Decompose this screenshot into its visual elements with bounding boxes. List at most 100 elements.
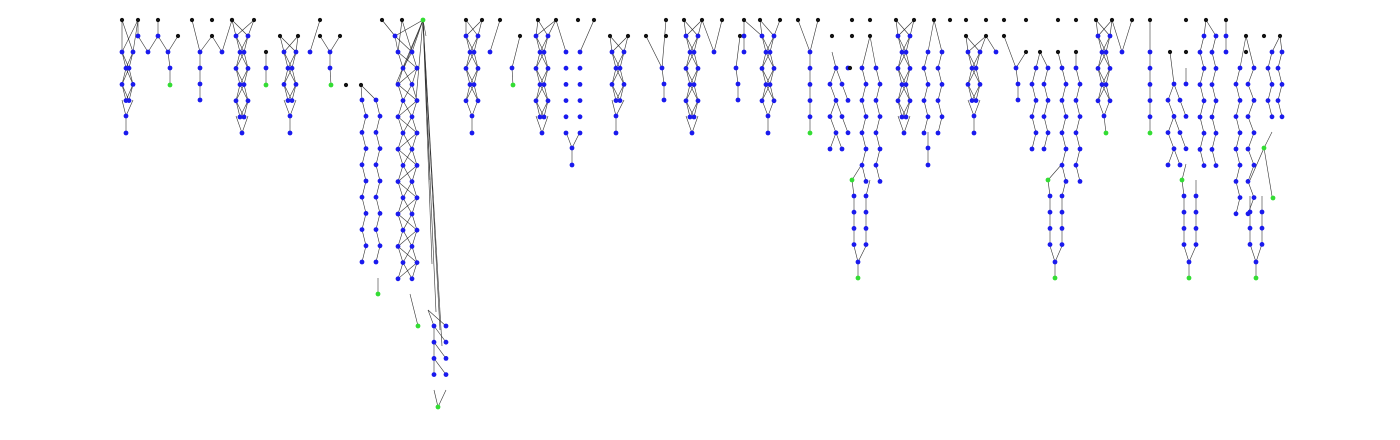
- c7-node-5: [545, 66, 551, 71]
- c12-z: [925, 145, 931, 151]
- c11-l9: [845, 130, 851, 136]
- c4-root-0: [277, 33, 283, 39]
- c10-node-3: [767, 49, 773, 55]
- c2-e: [199, 35, 213, 53]
- c17-e: [1277, 84, 1283, 101]
- c14-leaf1: [1045, 177, 1051, 183]
- c11-e: [861, 100, 867, 117]
- c5-m26: [395, 82, 401, 87]
- c6-leaf: [510, 82, 516, 88]
- c1-edge: [128, 84, 134, 101]
- c16-e: [1211, 52, 1217, 69]
- c7-edge: [535, 84, 545, 101]
- c14-d32: [1047, 226, 1053, 231]
- c6-node-1: [475, 33, 481, 39]
- c8-edge: [623, 35, 629, 53]
- c5-e: [361, 229, 367, 246]
- c11-e: [841, 116, 849, 133]
- c12-edge: [897, 68, 903, 85]
- c14-l7: [1041, 114, 1047, 119]
- c16-d34: [1181, 226, 1187, 231]
- c5-n59: [443, 372, 449, 377]
- c16-e: [1211, 133, 1217, 150]
- c16-e: [1179, 100, 1187, 117]
- c11-e: [875, 116, 881, 133]
- c16-r12: [1201, 33, 1207, 39]
- c10-edge: [759, 19, 763, 37]
- c8-node-5: [621, 82, 627, 87]
- c4-edge: [283, 35, 299, 53]
- c15-root-0: [1093, 17, 1099, 23]
- c15-edge: [1097, 19, 1113, 37]
- c15-m3: [1147, 98, 1153, 103]
- c1-e: [137, 35, 149, 53]
- c5-hub-edge-4: [415, 19, 424, 101]
- c13-edge: [967, 68, 977, 85]
- c13-root-1: [983, 17, 989, 23]
- c11-r15: [877, 81, 883, 87]
- c8-edge: [615, 51, 625, 69]
- c17-root-0: [1243, 33, 1249, 39]
- c16-d35: [1193, 226, 1199, 231]
- c4-root-1: [295, 33, 301, 39]
- c9-c: [733, 65, 739, 71]
- c7-edge: [543, 35, 549, 53]
- c6-edge: [473, 84, 479, 101]
- c17-e: [1235, 148, 1241, 166]
- c17-l9: [1251, 130, 1257, 136]
- c14-e: [1075, 116, 1081, 133]
- c3-node-3: [241, 49, 247, 55]
- c6-edge: [465, 84, 475, 101]
- c13-node-4: [965, 82, 971, 87]
- c7-edge: [535, 19, 557, 37]
- c5-e: [397, 148, 418, 166]
- c5-e: [411, 132, 418, 150]
- c5-m46: [395, 244, 401, 249]
- c16-e: [1211, 100, 1217, 118]
- c16-root-0: [1183, 17, 1189, 23]
- c16-d37: [1193, 242, 1199, 248]
- c4-e: [283, 99, 291, 117]
- c5-e: [433, 325, 447, 343]
- c7-edge: [537, 19, 549, 37]
- c10-edge: [765, 52, 775, 69]
- c13-edge: [967, 84, 977, 101]
- c6-edge: [465, 68, 475, 85]
- c5-m51: [409, 276, 415, 282]
- c5-l17: [373, 227, 379, 233]
- c15-root-1: [1109, 17, 1115, 23]
- c3-edge: [239, 35, 249, 53]
- c13-edge: [975, 84, 981, 101]
- c4-edge: [283, 51, 293, 69]
- c4-edge: [287, 84, 297, 101]
- c11-e: [853, 245, 859, 263]
- c5-m41: [414, 195, 420, 201]
- c15-m0: [1147, 49, 1153, 55]
- c5-e: [397, 100, 404, 117]
- c3-edge: [231, 19, 249, 37]
- c3-edge: [235, 52, 241, 69]
- c12-edge: [905, 35, 911, 53]
- c12-z2: [925, 162, 931, 168]
- c16-e: [1173, 83, 1181, 101]
- c11-e: [861, 148, 867, 166]
- c5-e: [397, 197, 404, 215]
- c5-hub-edge-0: [422, 19, 427, 37]
- c14-r18: [1063, 114, 1069, 119]
- c14-l0: [1033, 65, 1039, 71]
- c16-e: [1211, 84, 1217, 101]
- c14-e: [1075, 148, 1081, 166]
- c17-e: [1249, 147, 1265, 181]
- c13-g: [1015, 97, 1021, 103]
- c7-edge: [535, 84, 541, 101]
- c12-edge: [901, 35, 911, 53]
- c5-m23: [409, 49, 415, 55]
- c8-e: [661, 67, 665, 85]
- c14-l11: [1041, 146, 1047, 152]
- c5-hub: [420, 17, 426, 23]
- c5-e: [361, 197, 367, 214]
- c11-root-mid: [847, 65, 853, 71]
- c14-d30: [1047, 209, 1053, 215]
- c1-g: [123, 113, 129, 119]
- c12-e: [923, 100, 929, 117]
